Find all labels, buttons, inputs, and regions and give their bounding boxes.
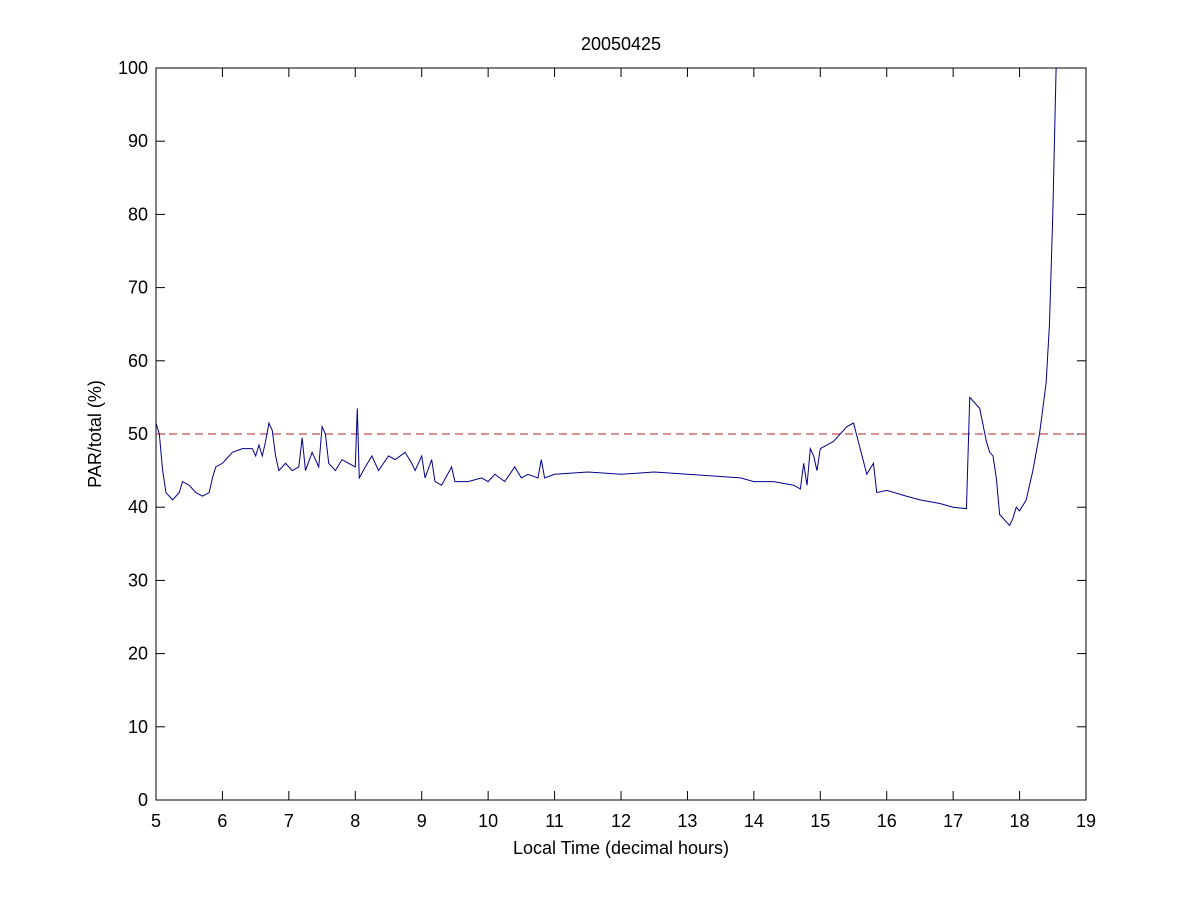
x-tick-label: 19 xyxy=(1076,811,1096,831)
y-tick-label: 80 xyxy=(128,204,148,224)
y-tick-label: 20 xyxy=(128,644,148,664)
x-tick-label: 12 xyxy=(611,811,631,831)
y-axis-label: PAR/total (%) xyxy=(85,380,105,488)
x-tick-label: 13 xyxy=(677,811,697,831)
x-tick-label: 9 xyxy=(417,811,427,831)
x-tick-label: 7 xyxy=(284,811,294,831)
x-tick-label: 18 xyxy=(1010,811,1030,831)
x-tick-label: 5 xyxy=(151,811,161,831)
y-tick-label: 60 xyxy=(128,351,148,371)
chart-title: 20050425 xyxy=(581,34,661,54)
x-tick-label: 10 xyxy=(478,811,498,831)
data-line xyxy=(156,68,1057,527)
x-tick-label: 6 xyxy=(217,811,227,831)
y-tick-label: 40 xyxy=(128,497,148,517)
y-tick-label: 100 xyxy=(118,58,148,78)
x-tick-label: 11 xyxy=(545,811,564,831)
x-tick-label: 14 xyxy=(744,811,764,831)
y-tick-label: 30 xyxy=(128,570,148,590)
x-tick-label: 8 xyxy=(350,811,360,831)
y-tick-label: 50 xyxy=(128,424,148,444)
y-tick-label: 0 xyxy=(138,790,148,810)
y-tick-label: 10 xyxy=(128,717,148,737)
x-tick-label: 16 xyxy=(877,811,897,831)
x-tick-label: 15 xyxy=(810,811,830,831)
x-axis-label: Local Time (decimal hours) xyxy=(513,838,729,858)
y-tick-label: 90 xyxy=(128,131,148,151)
x-tick-label: 17 xyxy=(943,811,963,831)
y-tick-label: 70 xyxy=(128,278,148,298)
